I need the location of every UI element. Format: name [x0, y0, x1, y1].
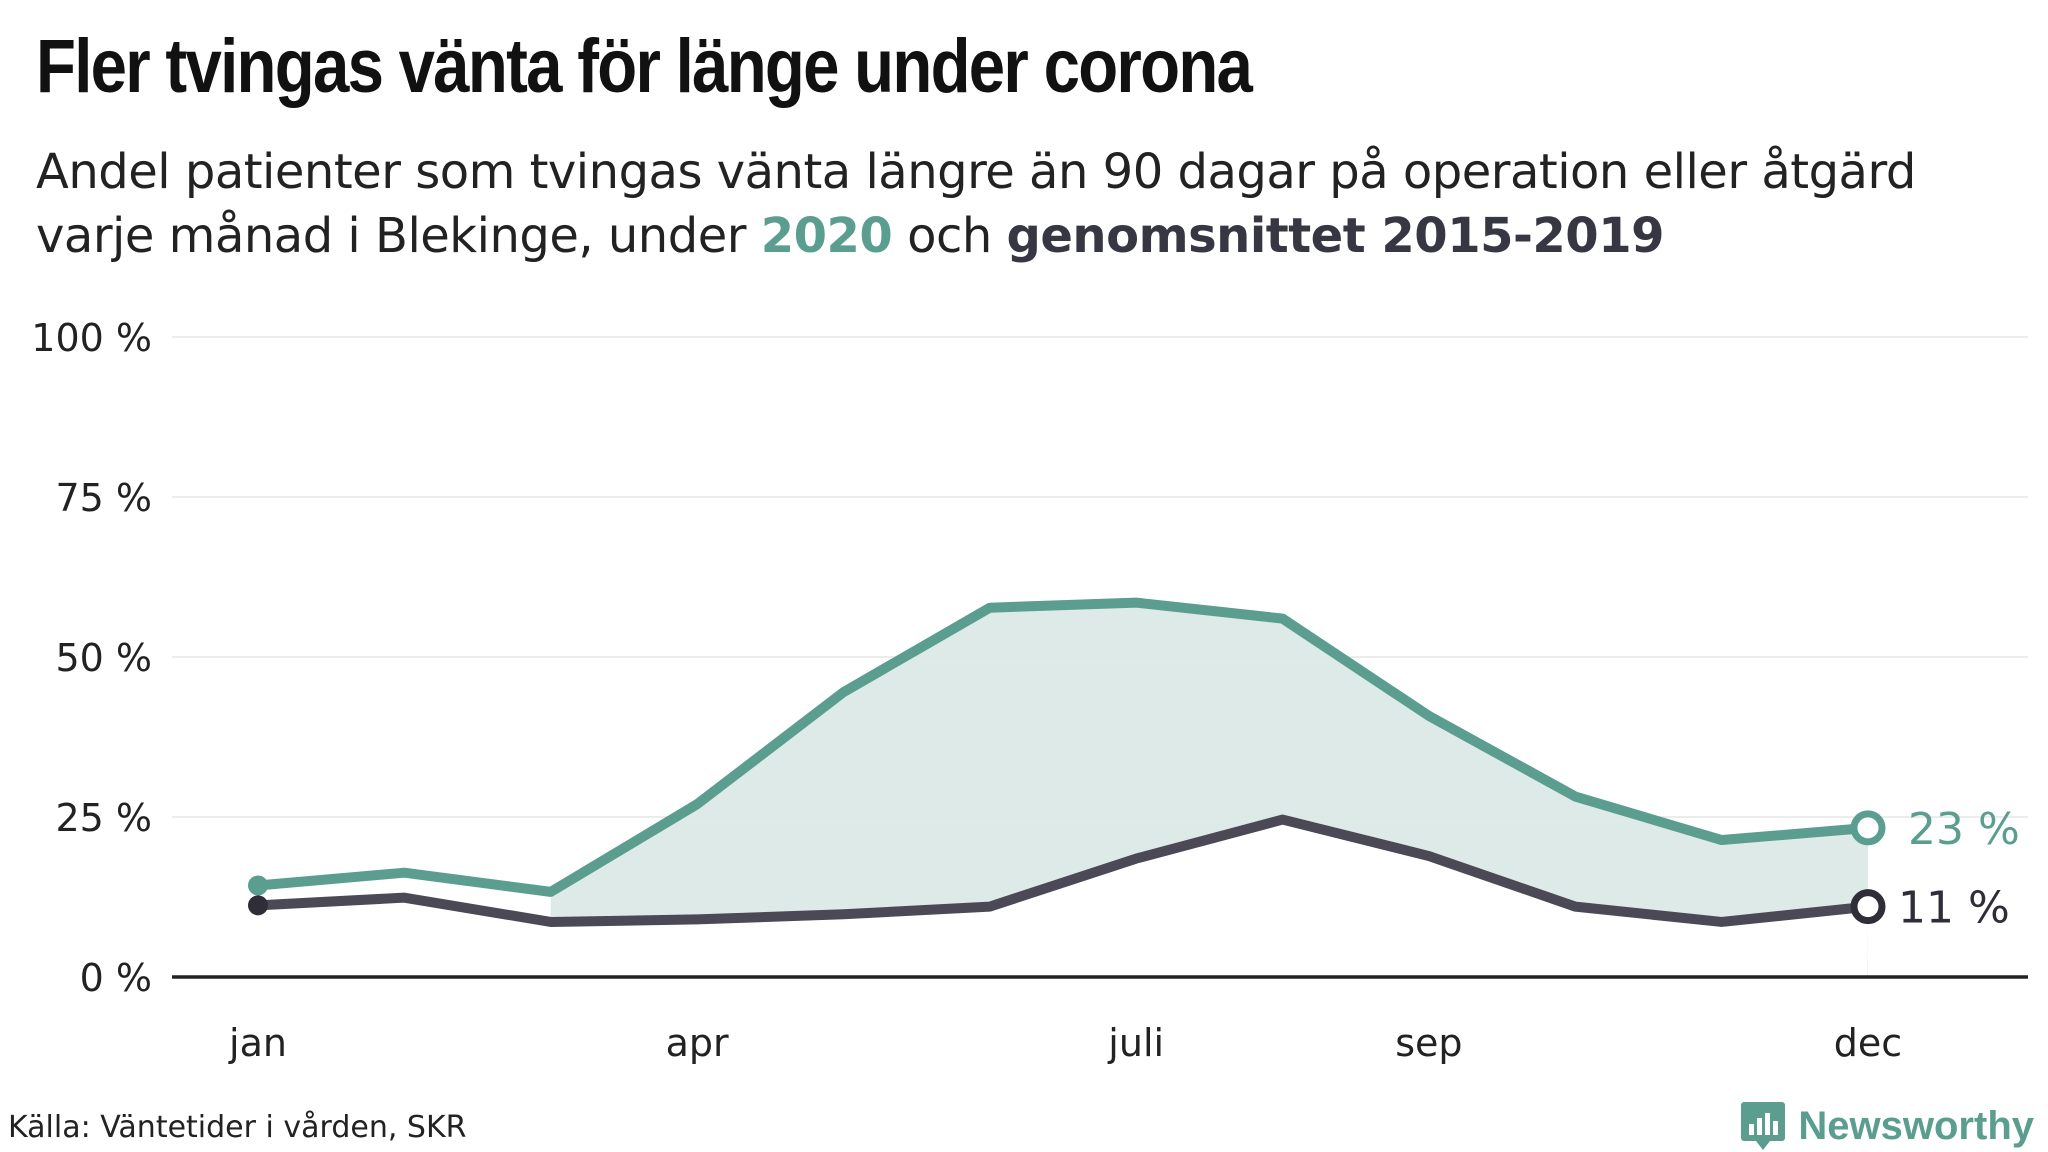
- y-tick-label: 25 %: [55, 796, 152, 840]
- y-tick-label: 75 %: [55, 476, 152, 520]
- x-axis-tick-labels: jan apr juli sep dec: [228, 1021, 1902, 1065]
- series-lines: [253, 597, 1873, 927]
- subtitle-middle: och: [892, 208, 1007, 264]
- y-tick-label: 100 %: [31, 316, 152, 360]
- subtitle-line-1: Andel patienter som tvingas vänta längre…: [36, 144, 1916, 200]
- brand-logo[interactable]: Newsworthy: [1740, 1100, 2034, 1152]
- y-tick-label: 0 %: [80, 956, 152, 1000]
- series-line-2020: [253, 597, 1873, 897]
- subtitle-highlight-average: genomsnittet 2015-2019: [1006, 208, 1665, 264]
- start-point-average: [248, 895, 268, 916]
- end-label-2020: 23 %: [1908, 804, 2020, 855]
- series-endpoints: [248, 810, 1886, 925]
- x-tick-label-sep: sep: [1395, 1021, 1462, 1065]
- y-tick-label: 50 %: [55, 636, 152, 680]
- chart-subtitle: Andel patienter som tvingas vänta längre…: [36, 140, 2036, 268]
- source-note: Källa: Väntetider i vården, SKR: [8, 1110, 467, 1145]
- x-tick-label-juli: juli: [1107, 1021, 1164, 1065]
- x-tick-label-apr: apr: [666, 1021, 729, 1065]
- series-line-average: [253, 814, 1873, 927]
- shaded-difference-area: [550, 602, 1868, 977]
- series-end-labels: 23 % 11 %: [1898, 804, 2020, 934]
- subtitle-line-2-prefix: varje månad i Blekinge, under: [36, 208, 761, 264]
- x-tick-label-jan: jan: [228, 1021, 287, 1065]
- start-point-2020: [248, 875, 268, 896]
- chart-title: Fler tvingas vänta för länge under coron…: [36, 24, 1253, 109]
- bar-chart-speech-bubble-icon: [1741, 1102, 1786, 1150]
- end-point-average: [1850, 889, 1886, 925]
- subtitle-highlight-2020: 2020: [760, 208, 893, 264]
- x-tick-label-dec: dec: [1834, 1021, 1902, 1065]
- area-between-series: [550, 602, 1868, 922]
- y-axis-tick-labels: 0 % 25 % 50 % 75 % 100 %: [31, 316, 152, 1000]
- brand-name: Newsworthy: [1798, 1103, 2034, 1148]
- area-edge: [1867, 906, 1868, 977]
- end-label-average: 11 %: [1898, 883, 2010, 934]
- end-point-2020: [1850, 810, 1886, 846]
